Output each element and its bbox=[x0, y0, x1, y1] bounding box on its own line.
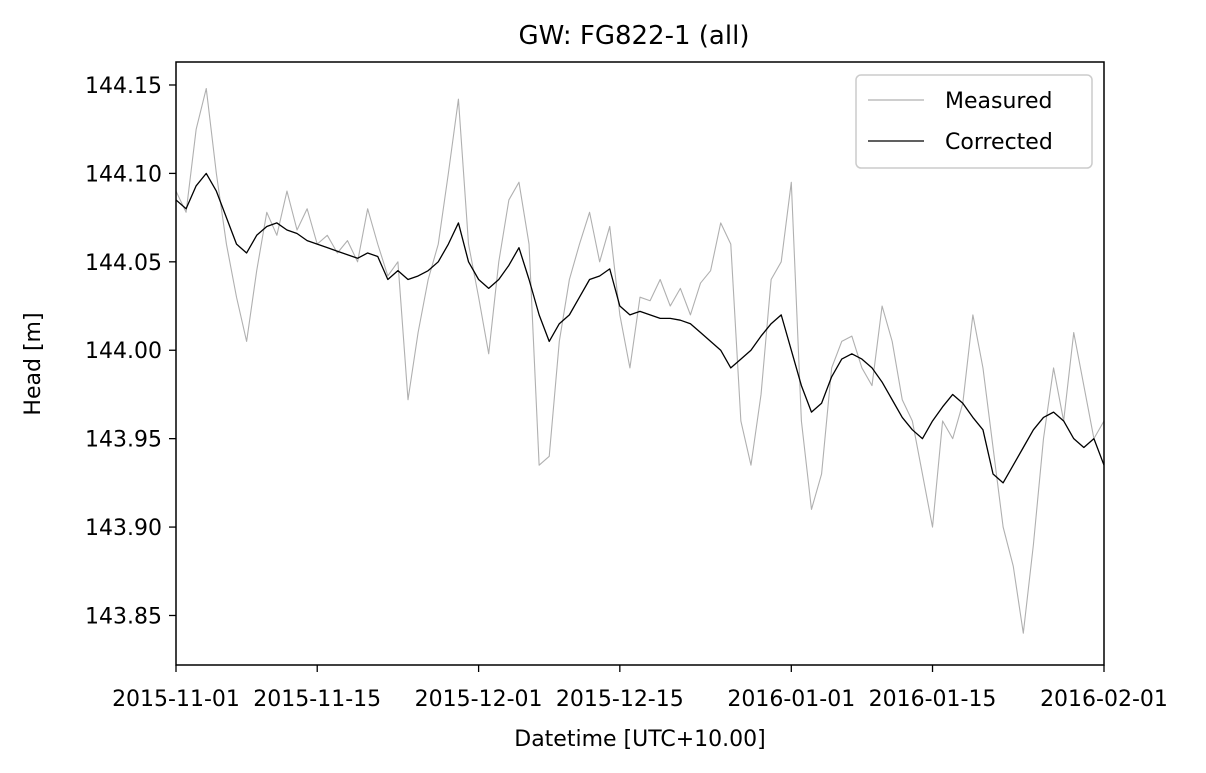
series-layer bbox=[176, 87, 1104, 634]
x-tick-label: 2015-11-01 bbox=[112, 687, 240, 712]
x-axis: 2015-11-01 2015-11-15 2015-12-01 2015-12-15… bbox=[112, 665, 1168, 712]
y-tick-label: 144.10 bbox=[85, 162, 162, 187]
plot-frame bbox=[175, 61, 1105, 666]
x-tick-label: 2016-02-01 bbox=[1040, 687, 1168, 712]
legend-label-measured: Measured bbox=[945, 89, 1052, 114]
y-tick-label: 144.15 bbox=[85, 74, 162, 99]
x-tick-label: 2015-11-15 bbox=[253, 687, 381, 712]
series-line-measured bbox=[176, 87, 1104, 634]
legend: Measured Corrected bbox=[855, 74, 1093, 169]
y-tick-label: 144.05 bbox=[85, 251, 162, 276]
y-axis-label: Head [m] bbox=[21, 312, 46, 415]
y-axis: 143.85 143.90 143.95 144.00 144.05 144.10 144.… bbox=[85, 74, 176, 629]
y-tick-label: 143.95 bbox=[85, 428, 162, 453]
y-tick-label: 143.90 bbox=[85, 516, 162, 541]
y-tick-label: 144.00 bbox=[85, 339, 162, 364]
legend-label-corrected: Corrected bbox=[945, 130, 1053, 155]
x-tick-label: 2016-01-15 bbox=[869, 687, 997, 712]
x-tick-label: 2016-01-01 bbox=[727, 687, 855, 712]
legend-box bbox=[855, 74, 1093, 169]
series-line-corrected bbox=[176, 172, 1104, 484]
chart-title: GW: FG822-1 (all) bbox=[519, 21, 750, 51]
y-tick-label: 143.85 bbox=[85, 604, 162, 629]
x-tick-label: 2015-12-01 bbox=[415, 687, 543, 712]
x-axis-label: Datetime [UTC+10.00] bbox=[514, 727, 765, 752]
x-tick-label: 2015-12-15 bbox=[556, 687, 684, 712]
